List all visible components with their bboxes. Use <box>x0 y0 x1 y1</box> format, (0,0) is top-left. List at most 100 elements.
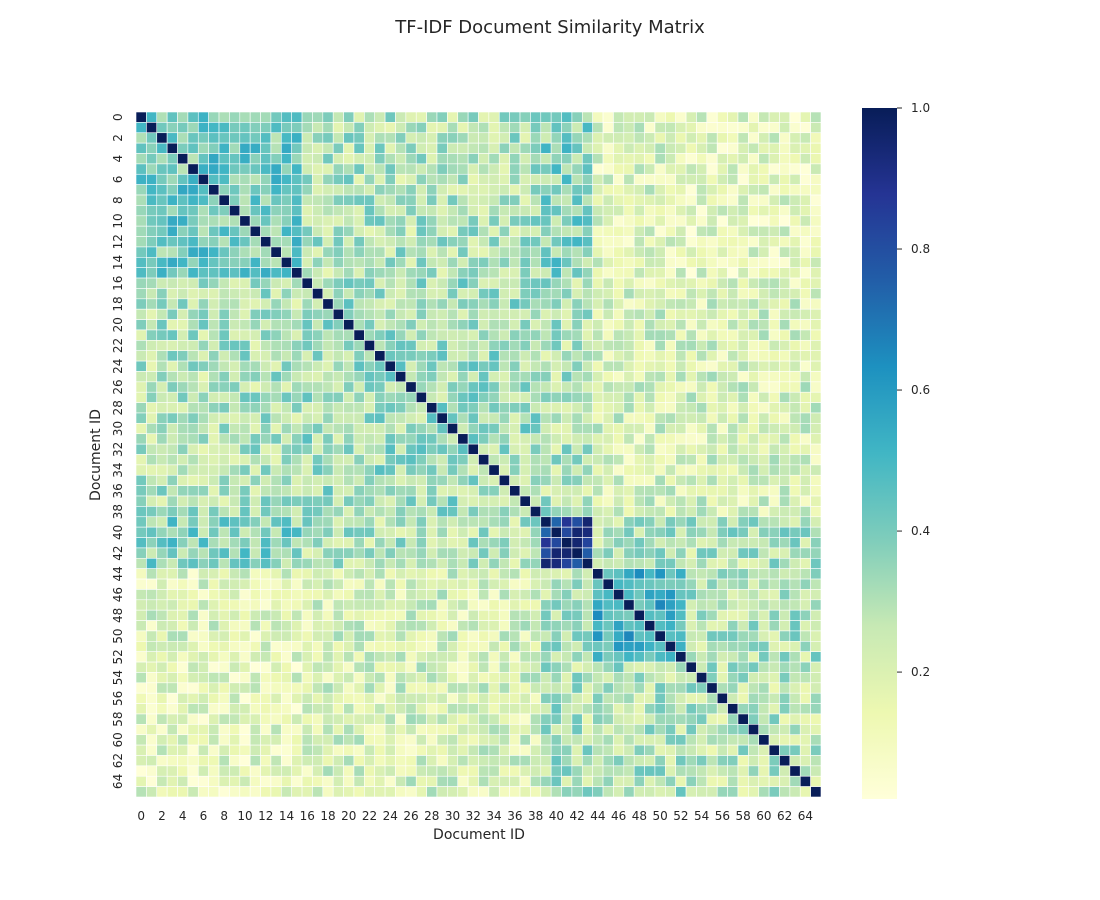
heatmap-cell <box>197 474 209 486</box>
heatmap-cell <box>727 547 739 559</box>
heatmap-cell <box>727 381 739 393</box>
heatmap-cell <box>405 142 417 154</box>
heatmap-cell <box>156 153 168 165</box>
heatmap-cell <box>177 547 189 559</box>
heatmap-cell <box>166 319 178 331</box>
heatmap-cell <box>166 433 178 445</box>
heatmap-cell <box>488 215 500 227</box>
heatmap-cell <box>561 132 573 144</box>
heatmap-cell <box>322 713 334 725</box>
heatmap-cell <box>592 132 604 144</box>
heatmap-cell <box>395 122 407 134</box>
heatmap-cell <box>716 225 728 237</box>
heatmap-cell <box>249 630 261 642</box>
heatmap-cell <box>166 329 178 341</box>
heatmap-cell <box>758 744 770 756</box>
heatmap-cell <box>177 557 189 569</box>
heatmap-cell <box>187 506 199 518</box>
heatmap-cell <box>332 682 344 694</box>
heatmap-cell <box>665 651 677 663</box>
heatmap-cell <box>665 205 677 217</box>
heatmap-cell <box>779 454 791 466</box>
heatmap-cell <box>436 609 448 621</box>
heatmap-cell <box>395 329 407 341</box>
heatmap-cell <box>706 277 718 289</box>
heatmap-cell <box>457 225 469 237</box>
heatmap-cell <box>457 423 469 435</box>
heatmap-cell <box>467 215 479 227</box>
heatmap-cell <box>291 173 303 185</box>
heatmap-cell <box>353 599 365 611</box>
heatmap-cell <box>789 246 801 258</box>
heatmap-cell <box>623 464 635 476</box>
heatmap-cell <box>187 215 199 227</box>
heatmap-cell <box>447 672 459 684</box>
heatmap-cell <box>280 495 292 507</box>
heatmap-cell <box>166 495 178 507</box>
heatmap-cell <box>166 775 178 787</box>
heatmap-cell <box>156 495 168 507</box>
heatmap-cell <box>364 256 376 268</box>
heatmap-cell <box>519 734 531 746</box>
heatmap-cell <box>249 485 261 497</box>
heatmap-cell <box>436 194 448 206</box>
heatmap-cell <box>592 412 604 424</box>
heatmap-cell <box>540 641 552 653</box>
heatmap-cell <box>457 329 469 341</box>
heatmap-cell <box>280 609 292 621</box>
heatmap-cell <box>530 651 542 663</box>
heatmap-cell <box>789 744 801 756</box>
heatmap-cell <box>571 215 583 227</box>
heatmap-cell <box>301 526 313 538</box>
heatmap-cell <box>291 225 303 237</box>
heatmap-cell <box>146 443 158 455</box>
heatmap-cell <box>146 620 158 632</box>
heatmap-cell <box>187 267 199 279</box>
heatmap-cell <box>436 495 448 507</box>
heatmap-cell <box>166 215 178 227</box>
heatmap-cell <box>696 225 708 237</box>
heatmap-cell <box>602 464 614 476</box>
colorbar-tick-label: 1.0 <box>911 101 930 115</box>
heatmap-cell <box>291 298 303 310</box>
heatmap-cell <box>415 173 427 185</box>
heatmap-cell <box>249 184 261 196</box>
heatmap-cell <box>748 672 760 684</box>
heatmap-cell <box>291 495 303 507</box>
heatmap-cell <box>654 547 666 559</box>
heatmap-cell <box>447 724 459 736</box>
heatmap-cell <box>270 641 282 653</box>
heatmap-cell <box>602 122 614 134</box>
heatmap-cell <box>768 122 780 134</box>
heatmap-cell <box>509 360 521 372</box>
heatmap-cell <box>478 578 490 590</box>
heatmap-cell <box>498 215 510 227</box>
heatmap-cell <box>758 298 770 310</box>
heatmap-cell <box>312 215 324 227</box>
heatmap-cell <box>748 765 760 777</box>
heatmap-cell <box>146 433 158 445</box>
heatmap-cell <box>706 205 718 217</box>
heatmap-cell <box>540 589 552 601</box>
heatmap-cell <box>395 412 407 424</box>
heatmap-cell <box>675 734 687 746</box>
heatmap-cell <box>696 205 708 217</box>
heatmap-cell <box>685 495 697 507</box>
heatmap-cell <box>498 391 510 403</box>
heatmap-cell <box>343 329 355 341</box>
heatmap-cell <box>467 713 479 725</box>
heatmap-cell <box>571 485 583 497</box>
heatmap-cell <box>457 495 469 507</box>
heatmap-cell <box>353 173 365 185</box>
heatmap-cell <box>197 277 209 289</box>
heatmap-cell <box>291 215 303 227</box>
heatmap-cell <box>395 371 407 383</box>
heatmap-cell <box>291 609 303 621</box>
heatmap-cell <box>166 225 178 237</box>
heatmap-cell <box>633 423 645 435</box>
heatmap-cell <box>436 277 448 289</box>
heatmap-cell <box>550 786 562 798</box>
heatmap-cell <box>716 744 728 756</box>
heatmap-cell <box>384 205 396 217</box>
heatmap-cell <box>353 474 365 486</box>
